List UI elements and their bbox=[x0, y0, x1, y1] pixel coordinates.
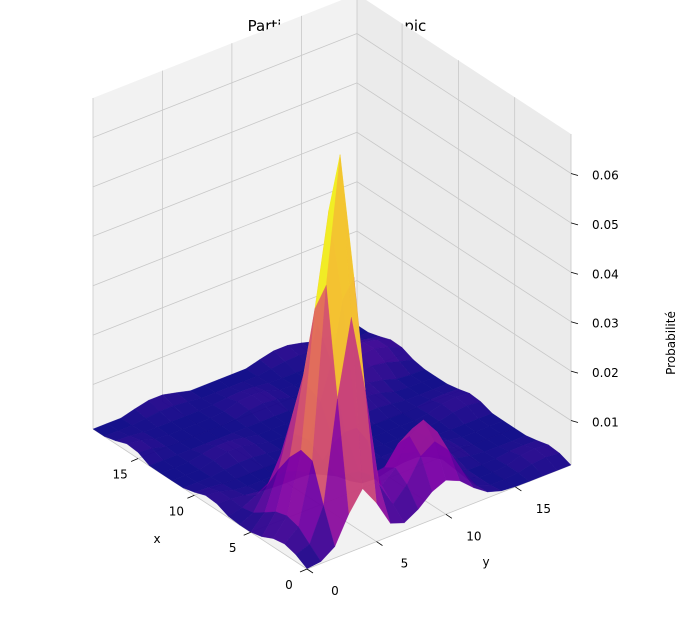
x-tick bbox=[187, 494, 195, 499]
z-grid-sidewall bbox=[356, 33, 572, 174]
side-pane-y bbox=[357, 0, 571, 465]
x-tick bbox=[130, 458, 139, 462]
z-tick bbox=[570, 173, 579, 176]
y-tick bbox=[445, 513, 453, 519]
y-tick-label: 10 bbox=[466, 529, 481, 543]
y-tick bbox=[306, 568, 314, 574]
x-axis-label: x bbox=[153, 532, 160, 546]
z-grid-backwall bbox=[92, 230, 358, 336]
z-grid-backwall bbox=[92, 131, 358, 237]
back-pane-x bbox=[93, 0, 357, 429]
z-grid-backwall bbox=[92, 33, 358, 138]
y-tick bbox=[515, 486, 522, 492]
surface-plot bbox=[92, 154, 572, 569]
z-tick bbox=[570, 420, 579, 423]
axis-ticks: 0 5 10 15 0 5 10 15 0.01 0.02 0.03 0.04 0.05 0.06 bbox=[112, 169, 618, 599]
y-tick-label: 15 bbox=[536, 502, 551, 516]
z-tick-label: 0.04 bbox=[592, 267, 619, 281]
y-tick bbox=[376, 541, 383, 546]
z-grid-backwall bbox=[92, 82, 358, 188]
y-tick-label: 5 bbox=[401, 557, 409, 571]
z-grid-sidewall bbox=[356, 82, 572, 224]
z-grid-sidewall bbox=[356, 280, 572, 421]
z-tick bbox=[570, 271, 579, 275]
z-tick-label: 0.06 bbox=[592, 169, 619, 183]
z-tick-label: 0.01 bbox=[592, 416, 619, 430]
z-grid-backwall bbox=[92, 181, 358, 287]
z-tick bbox=[570, 222, 579, 226]
z-tick-label: 0.05 bbox=[592, 218, 619, 232]
x-tick-label: 5 bbox=[229, 541, 237, 555]
z-grid-sidewall bbox=[356, 131, 572, 273]
z-tick bbox=[570, 321, 579, 325]
x-tick bbox=[299, 568, 308, 573]
z-tick-label: 0.02 bbox=[592, 366, 619, 380]
z-grid-sidewall bbox=[356, 181, 572, 323]
x-tick-label: 15 bbox=[112, 468, 127, 482]
z-grid-sidewall bbox=[356, 230, 572, 372]
z-grid-backwall bbox=[92, 280, 358, 385]
y-tick-label: 0 bbox=[331, 584, 339, 598]
z-tick-label: 0.03 bbox=[592, 317, 619, 331]
y-axis-label: y bbox=[482, 555, 489, 569]
x-tick-label: 10 bbox=[169, 504, 184, 518]
surface-patch bbox=[295, 543, 322, 569]
z-tick bbox=[570, 370, 579, 374]
x-tick-label: 0 bbox=[285, 578, 293, 592]
x-tick bbox=[243, 531, 251, 536]
y-grid-floor bbox=[92, 428, 308, 570]
z-axis-label: Probabilité bbox=[664, 311, 678, 375]
